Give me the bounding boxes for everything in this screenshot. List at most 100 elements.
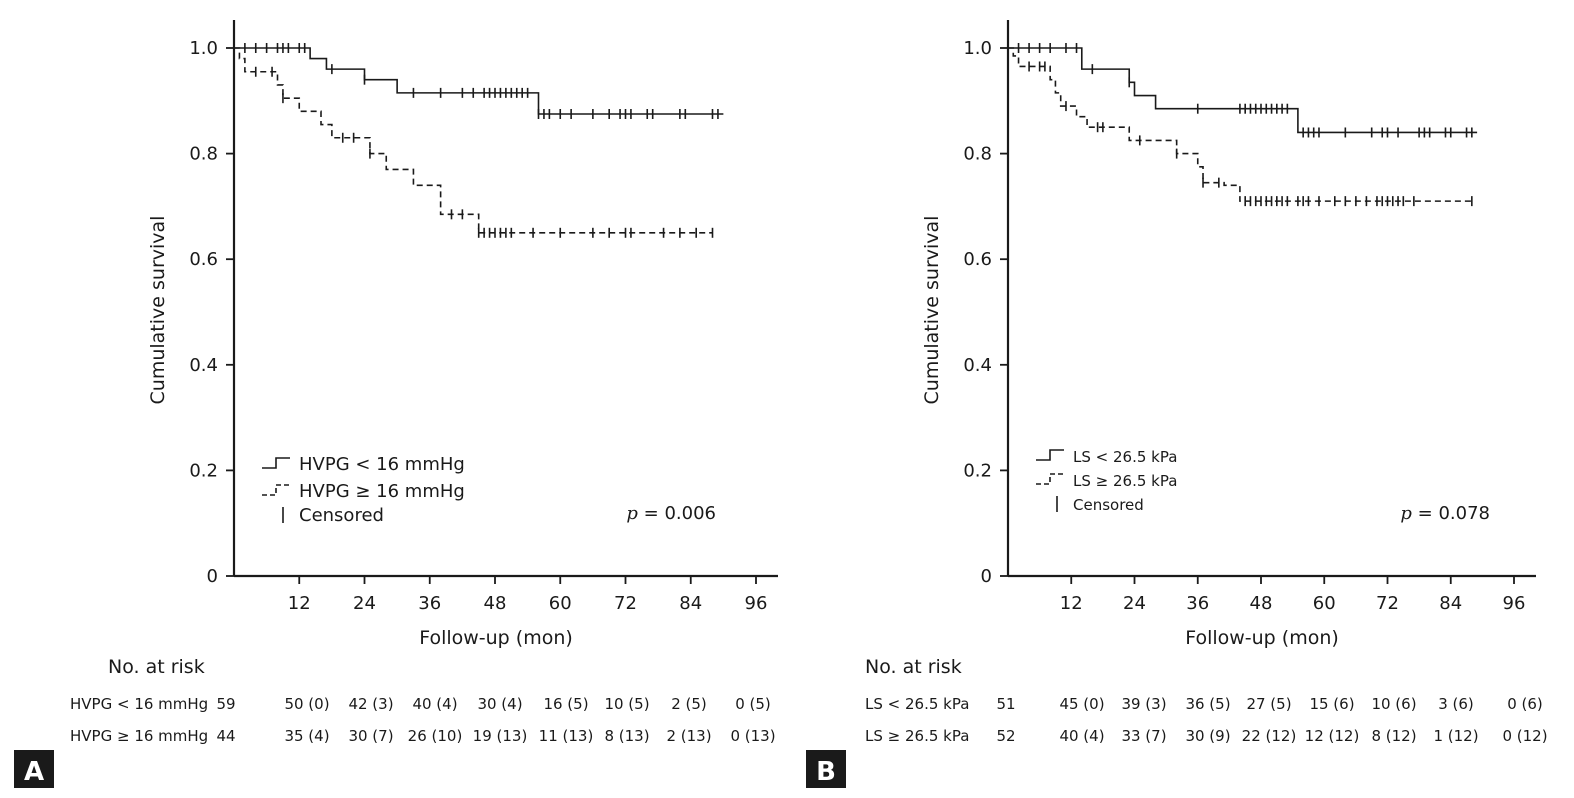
risk-cell: 50 (0) — [284, 695, 329, 713]
x-tick-label: 48 — [1250, 593, 1273, 614]
panel-badge — [806, 750, 846, 788]
risk-cell: 44 — [216, 727, 235, 745]
legend: HVPG < 16 mmHg HVPG ≥ 16 mmHg Censored — [262, 454, 465, 526]
risk-cell: 10 (6) — [1371, 695, 1416, 713]
y-axis-title: Cumulative survival — [921, 216, 943, 405]
risk-cell: 10 (5) — [604, 695, 649, 713]
risk-cell: 36 (5) — [1185, 695, 1230, 713]
risk-cell: 30 (9) — [1185, 727, 1230, 745]
risk-table-title: No. at risk — [865, 656, 962, 678]
legend-dashed-symbol — [262, 484, 290, 496]
risk-cell: 16 (5) — [543, 695, 588, 713]
panel-letter: B — [816, 757, 836, 787]
risk-cell: 0 (6) — [1507, 695, 1543, 713]
p-value: p = 0.078 — [1400, 503, 1490, 524]
survival-curve — [234, 47, 713, 234]
y-tick-label: 0 — [981, 566, 992, 587]
x-tick-label: 12 — [288, 593, 311, 614]
y-tick-label: 0.4 — [189, 355, 218, 376]
legend-label: HVPG ≥ 16 mmHg — [299, 481, 465, 502]
x-tick-label: 60 — [549, 593, 572, 614]
y-tick-label: 1.0 — [189, 38, 218, 59]
legend-label: HVPG < 16 mmHg — [299, 454, 465, 475]
p-value: p = 0.006 — [626, 503, 716, 524]
y-tick-label: 1.0 — [963, 38, 992, 59]
series-low — [1008, 43, 1478, 138]
y-tick-label: 0.4 — [963, 355, 992, 376]
y-tick-label: 0.6 — [963, 249, 992, 270]
risk-cell: 45 (0) — [1059, 695, 1104, 713]
risk-cell: 2 (13) — [666, 727, 711, 745]
survival-curve — [1008, 47, 1478, 134]
risk-cell: 30 (4) — [477, 695, 522, 713]
risk-cell: 15 (6) — [1309, 695, 1354, 713]
risk-table-title: No. at risk — [108, 656, 205, 678]
risk-cell: 59 — [216, 695, 235, 713]
y-tick-label: 0.2 — [189, 460, 218, 481]
x-tick-label: 48 — [484, 593, 507, 614]
legend-dashed-symbol — [1036, 473, 1064, 485]
risk-cell: 3 (6) — [1438, 695, 1474, 713]
x-tick-label: 96 — [745, 593, 768, 614]
risk-cell: 0 (5) — [735, 695, 771, 713]
risk-cell: 22 (12) — [1242, 727, 1297, 745]
risk-cell: 40 (4) — [412, 695, 457, 713]
risk-cell: 8 (13) — [604, 727, 649, 745]
x-tick-label: 84 — [1439, 593, 1462, 614]
y-tick-label: 0.8 — [963, 144, 992, 165]
risk-cell: 11 (13) — [539, 727, 594, 745]
risk-cell: 2 (5) — [671, 695, 707, 713]
risk-cell: 42 (3) — [348, 695, 393, 713]
survival-curve — [234, 47, 724, 115]
x-axis-title: Follow-up (mon) — [419, 627, 573, 649]
x-tick-label: 24 — [353, 593, 376, 614]
risk-cell: 33 (7) — [1121, 727, 1166, 745]
risk-cell: 51 — [996, 695, 1015, 713]
x-tick-label: 72 — [1376, 593, 1399, 614]
x-tick-label: 96 — [1503, 593, 1526, 614]
x-tick-label: 36 — [418, 593, 441, 614]
risk-cell: 1 (12) — [1433, 727, 1478, 745]
risk-table: No. at risk LS < 26.5 kPa 51 45 (0) 39 (3) 36… — [865, 656, 1548, 745]
panel-b: 12 24 36 48 60 72 84 96 0 0.2 0.4 0.6 0.8 1.0 Follow-u… — [806, 20, 1548, 788]
risk-cell: 39 (3) — [1121, 695, 1166, 713]
risk-cell: 0 (13) — [730, 727, 775, 745]
risk-cell: 0 (12) — [1502, 727, 1547, 745]
x-tick-label: 72 — [614, 593, 637, 614]
series-high — [234, 47, 714, 238]
risk-cell: 30 (7) — [348, 727, 393, 745]
series-low — [234, 43, 724, 119]
legend-solid-symbol — [262, 457, 290, 469]
legend: LS < 26.5 kPa LS ≥ 26.5 kPa Censored — [1036, 448, 1177, 514]
risk-cell: 40 (4) — [1059, 727, 1104, 745]
risk-table: No. at risk HVPG < 16 mmHg 59 50 (0) 42 (3) 4… — [70, 656, 776, 745]
risk-row-label: LS < 26.5 kPa — [865, 695, 969, 713]
legend-label: Censored — [299, 505, 384, 526]
y-axis-title: Cumulative survival — [147, 216, 169, 405]
x-axis-title: Follow-up (mon) — [1185, 627, 1339, 649]
risk-cell: 8 (12) — [1371, 727, 1416, 745]
risk-cell: 19 (13) — [473, 727, 528, 745]
y-tick-label: 0.8 — [189, 144, 218, 165]
risk-row-label: HVPG < 16 mmHg — [70, 695, 208, 713]
panel-a: 12 24 36 48 60 72 84 96 0 0.2 0.4 0.6 0.8 1.0 Follow-u… — [14, 20, 778, 788]
survival-curve — [1008, 47, 1472, 202]
risk-cell: 26 (10) — [408, 727, 463, 745]
risk-row-label: LS ≥ 26.5 kPa — [865, 727, 969, 745]
series-high — [1008, 47, 1473, 207]
x-tick-label: 60 — [1313, 593, 1336, 614]
y-tick-label: 0.2 — [963, 460, 992, 481]
legend-solid-symbol — [1036, 449, 1064, 461]
y-tick-label: 0.6 — [189, 249, 218, 270]
panel-letter: A — [24, 757, 44, 787]
legend-label: LS ≥ 26.5 kPa — [1073, 472, 1177, 490]
x-tick-label: 12 — [1060, 593, 1083, 614]
risk-row-label: HVPG ≥ 16 mmHg — [70, 727, 208, 745]
risk-cell: 52 — [996, 727, 1015, 745]
y-tick-label: 0 — [207, 566, 218, 587]
panel-badge — [14, 750, 54, 788]
risk-cell: 27 (5) — [1246, 695, 1291, 713]
x-tick-label: 24 — [1123, 593, 1146, 614]
x-tick-label: 84 — [679, 593, 702, 614]
